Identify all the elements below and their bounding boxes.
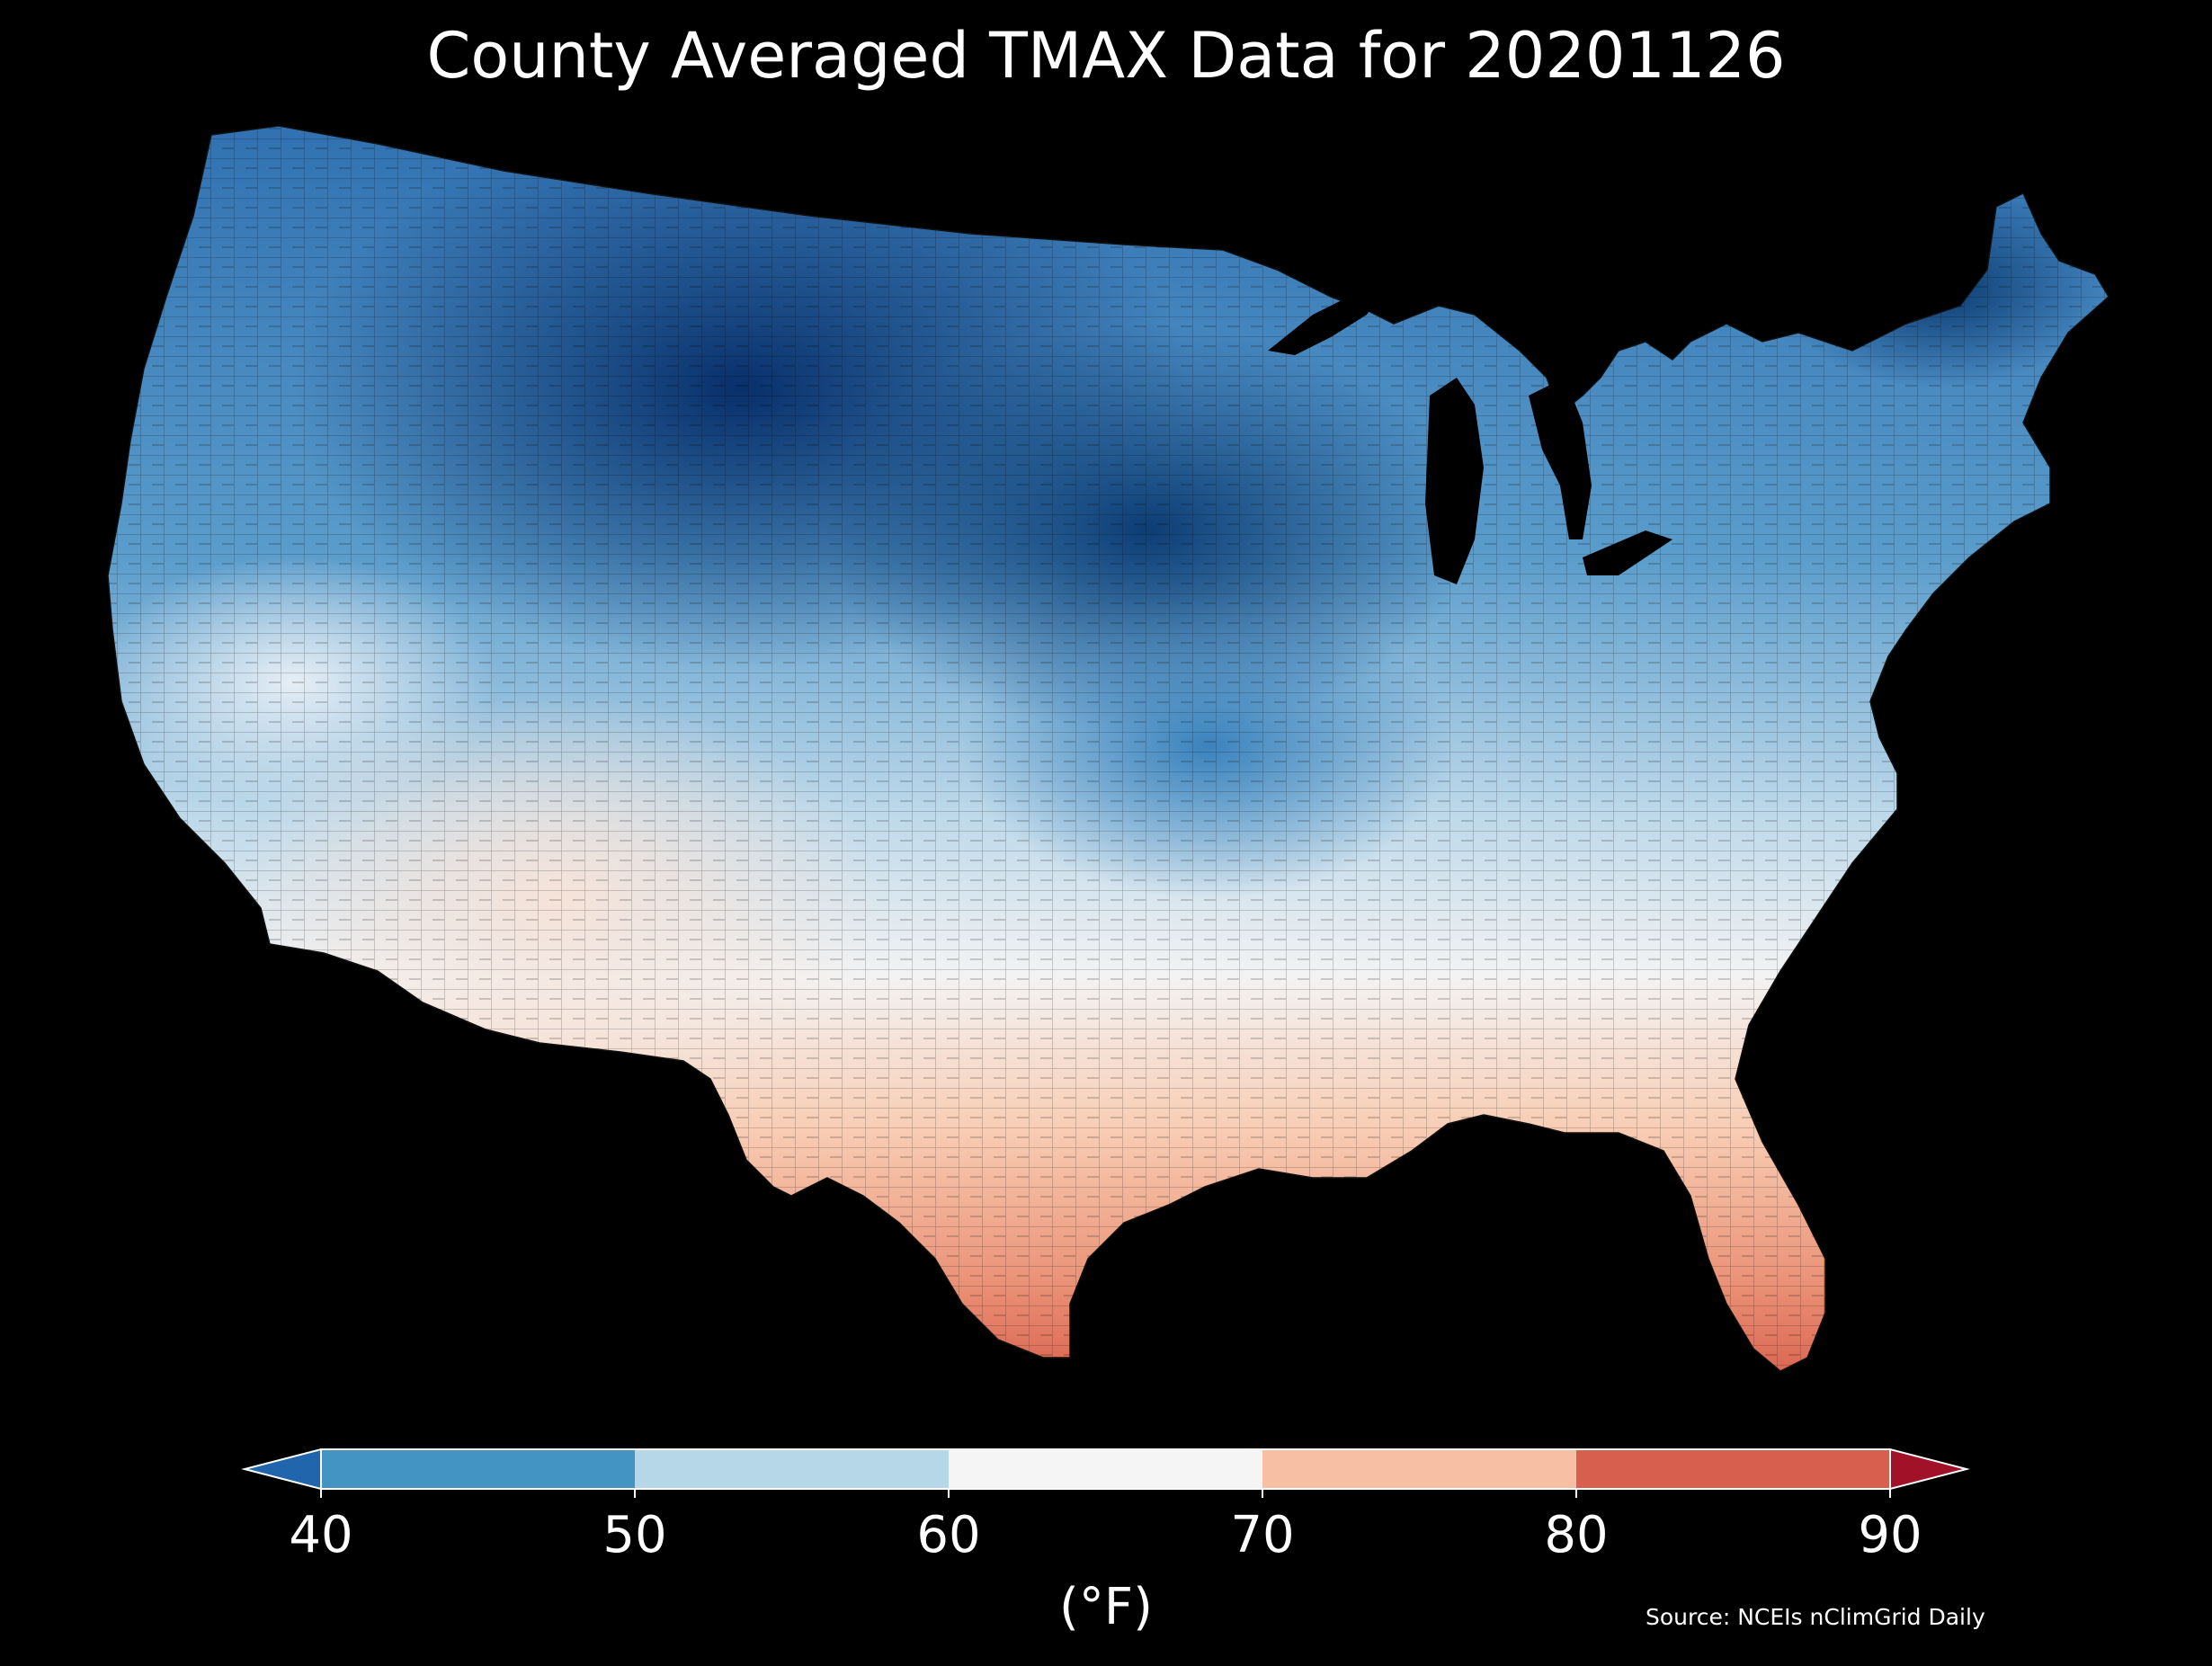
colorbar-tick-label: 90 (1858, 1506, 1922, 1564)
colorbar-tick-label: 50 (602, 1506, 666, 1564)
colorbar-bin-60-70 (949, 1449, 1262, 1489)
colorbar-bin-40-50 (321, 1449, 635, 1489)
source-credit: Source: NCEIs nClimGrid Daily (1646, 1604, 1985, 1630)
colorbar-unit-label: (°F) (1059, 1578, 1153, 1636)
colorbar-bin-<40 (241, 1448, 322, 1491)
us-county-map (107, 125, 2109, 1372)
colorbar-bin-70-80 (1262, 1449, 1576, 1489)
colorbar-bin->90 (1889, 1448, 1970, 1491)
lake-erie (1583, 530, 1672, 575)
colorbar-tick-label: 40 (289, 1506, 352, 1564)
map-title: County Averaged TMAX Data for 20201126 (426, 19, 1786, 93)
lake-huron (1529, 378, 1592, 539)
lake-superior (1268, 288, 1385, 355)
lake-michigan (1425, 378, 1484, 584)
colorbar-tick-label: 80 (1544, 1506, 1608, 1564)
colorbar-outline (320, 1448, 1891, 1490)
colorbar-tick-label: 60 (916, 1506, 980, 1564)
colorbar-bin-80-90 (1576, 1449, 1890, 1489)
colorbar-tick-label: 70 (1230, 1506, 1294, 1564)
colorbar-bin-50-60 (635, 1449, 949, 1489)
